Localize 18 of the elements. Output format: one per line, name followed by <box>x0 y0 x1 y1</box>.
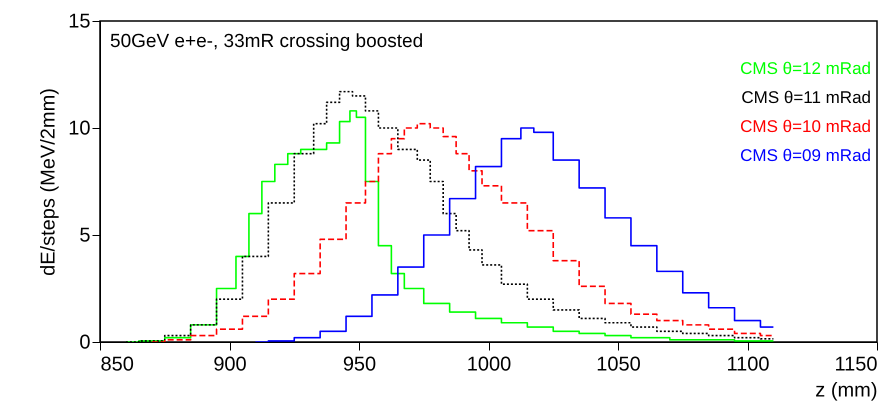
x-tick-label: 1000 <box>466 354 512 376</box>
x-tick-label: 1100 <box>726 354 770 376</box>
y-tick-label: 0 <box>79 332 90 354</box>
text: 50GeV e+e-, 33mR crossing boosted <box>110 31 424 52</box>
y-tick-label: 5 <box>79 224 90 246</box>
x-tick-label: 1150 <box>834 354 878 376</box>
text: CMS θ=09 mRad <box>740 146 871 165</box>
x-tick-label: 850 <box>100 354 134 376</box>
x-tick-label: 1050 <box>596 354 641 376</box>
y-tick-label: 15 <box>68 10 90 32</box>
x-tick-label: 950 <box>342 354 376 376</box>
x-axis-title: z (mm) <box>815 380 878 402</box>
text: CMS θ=11 mRad <box>741 88 871 107</box>
x-tick-label: 900 <box>213 354 247 376</box>
text: CMS θ=12 mRad <box>740 59 871 78</box>
y-axis-title: dE/steps (MeV/2mm) <box>37 88 60 276</box>
text: CMS θ=10 mRad <box>740 117 871 136</box>
y-tick-label: 10 <box>68 118 90 140</box>
